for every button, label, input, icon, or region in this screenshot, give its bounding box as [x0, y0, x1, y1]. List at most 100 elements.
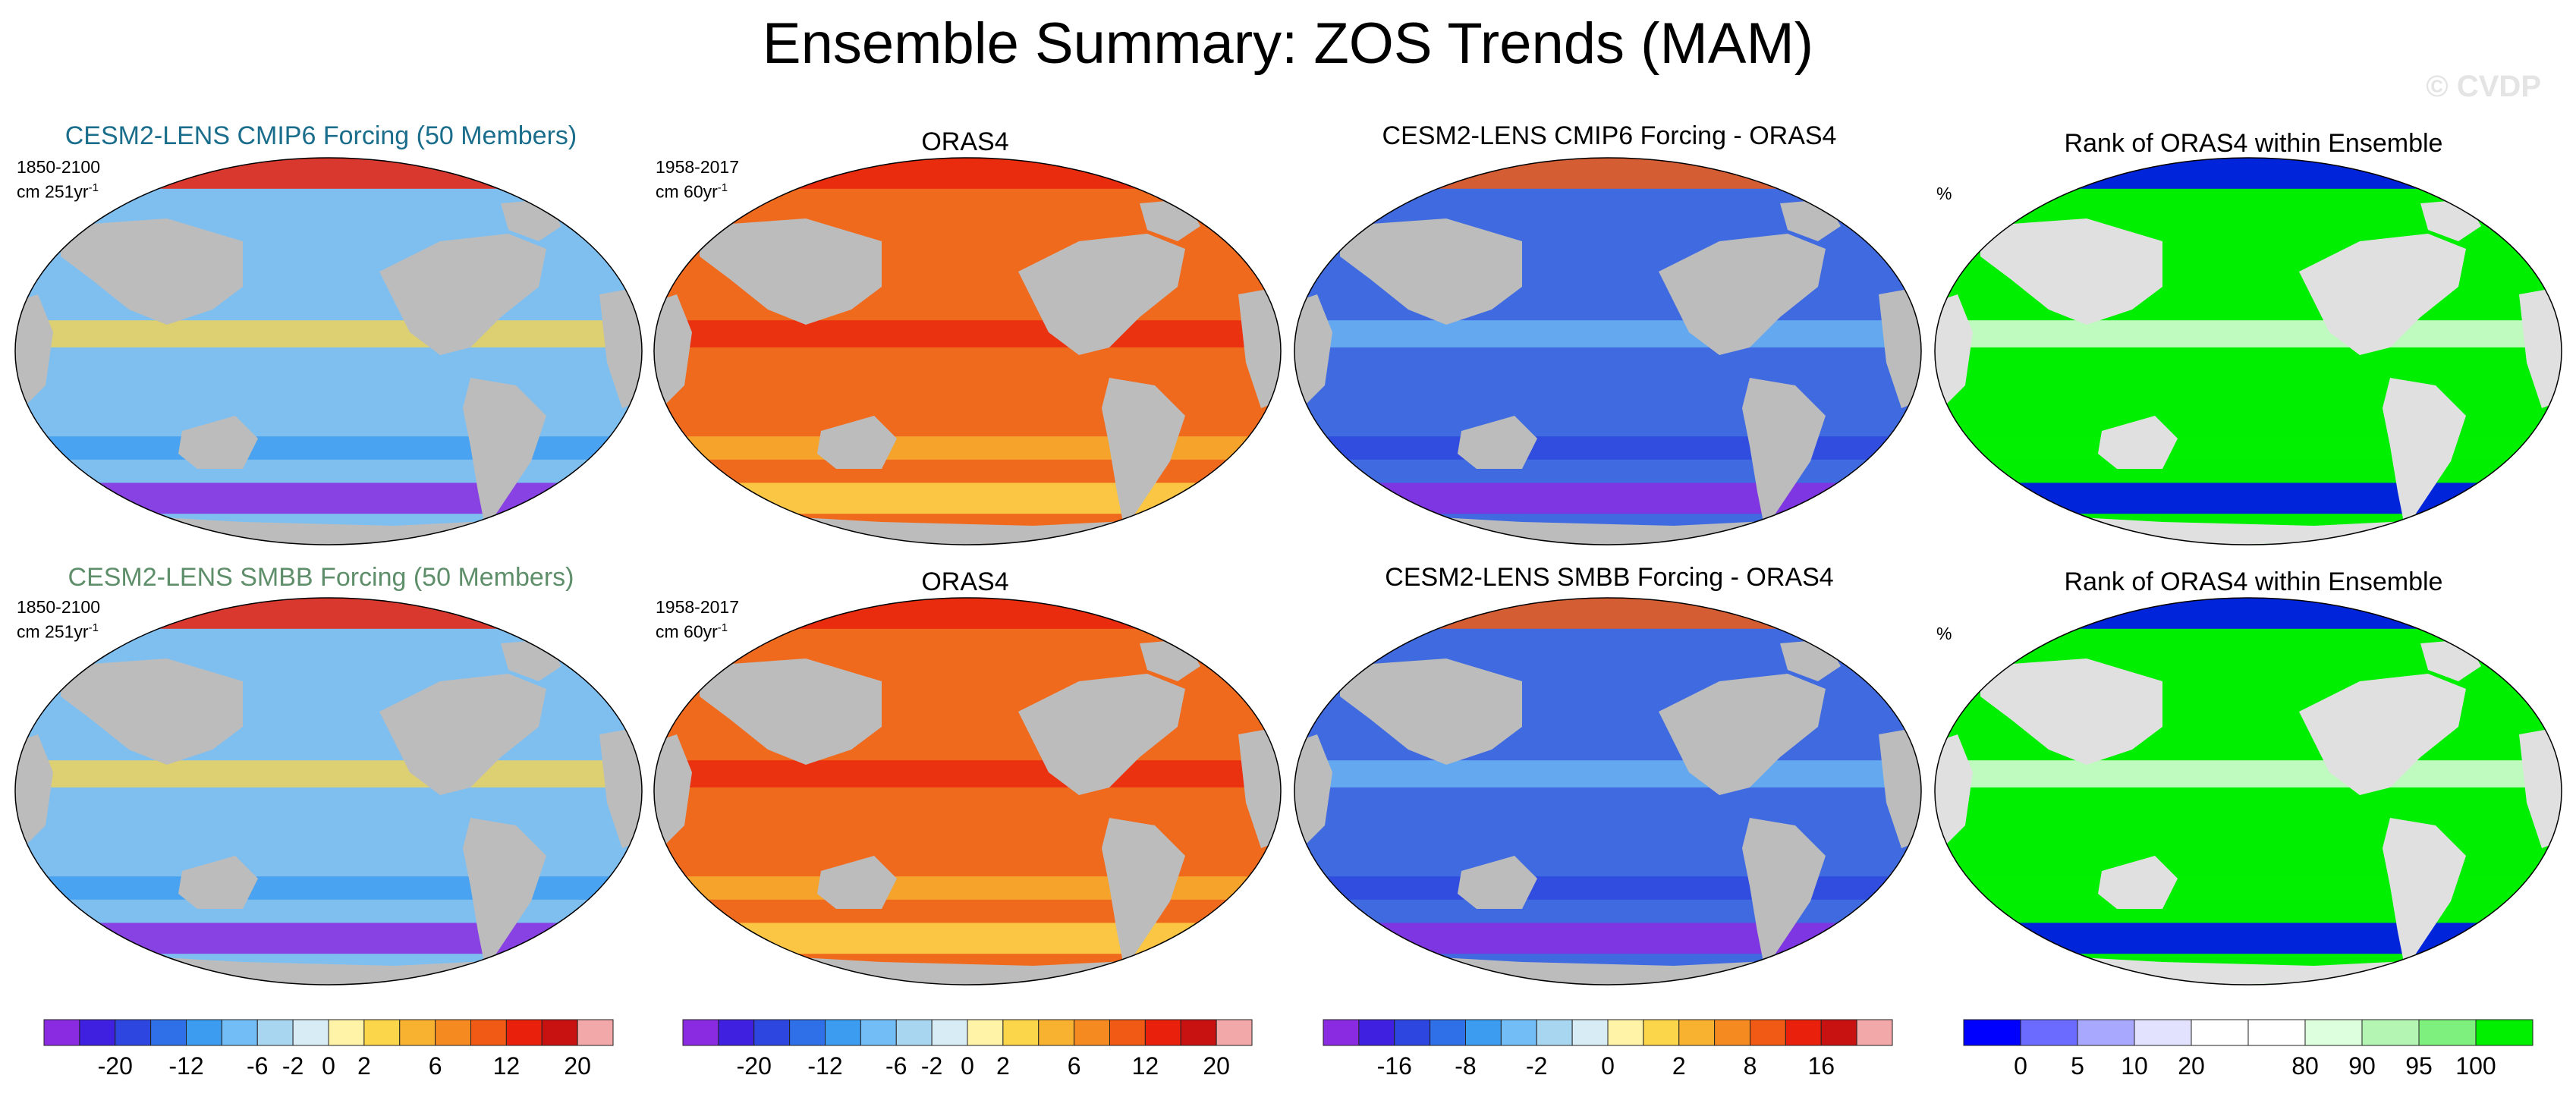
- colorbar-box: [1074, 1019, 1110, 1046]
- landmass-3: [1980, 659, 2162, 765]
- landmass-4: [1879, 727, 1921, 848]
- colorbar-box: [1216, 1019, 1253, 1046]
- arctic-band: [1935, 158, 2562, 189]
- landmass-3: [1340, 218, 1522, 325]
- landmass-3: [700, 659, 882, 765]
- equatorial-band: [1935, 760, 2562, 787]
- colorbar-box: [1785, 1019, 1822, 1046]
- landmass-2: [2098, 856, 2178, 909]
- colorbar-tick-label: 20: [564, 1052, 591, 1080]
- panel-title-smbb-ensemble: CESM2-LENS SMBB Forcing (50 Members): [68, 563, 574, 592]
- landmass-4: [1238, 287, 1281, 408]
- landmass-1: [1102, 818, 1185, 970]
- colorbar-orass4: -20 -12 -6 -2 0 2 6 12 20: [682, 1019, 1253, 1080]
- arctic-band: [1935, 598, 2562, 629]
- panel-title-cmip6-ensemble: CESM2-LENS CMIP6 Forcing (50 Members): [64, 121, 577, 150]
- colorbar-box: [435, 1019, 471, 1046]
- colorbar-box: [1500, 1019, 1537, 1046]
- colorbar-box: [1714, 1019, 1750, 1046]
- colorbar-box: [789, 1019, 826, 1046]
- antarctic-band: [15, 483, 642, 514]
- map-panel-r1-c4: [1934, 157, 2562, 545]
- landmass-2: [817, 416, 897, 469]
- southern-ocean-band: [15, 436, 642, 460]
- landmass-0: [1018, 234, 1185, 355]
- figure-title: Ensemble Summary: ZOS Trends (MAM): [762, 11, 1814, 76]
- landmass-4: [2519, 727, 2562, 848]
- colorbar-box: [2134, 1019, 2192, 1046]
- colorbar-box: [1180, 1019, 1217, 1046]
- antarctic-band: [654, 923, 1281, 954]
- colorbar-box: [150, 1019, 187, 1046]
- colorbar-tick-label: 0: [322, 1052, 335, 1080]
- landmass-0: [1659, 674, 1826, 795]
- southern-ocean-band: [1935, 436, 2562, 460]
- southern-ocean-band: [1935, 876, 2562, 900]
- colorbar-tick-label: -20: [98, 1052, 133, 1080]
- colorbar-box: [825, 1019, 861, 1046]
- arctic-band: [654, 598, 1281, 629]
- landmass-1: [2383, 818, 2466, 970]
- map-panel-r2-c1: [14, 597, 643, 986]
- map-outline: [1934, 597, 2562, 986]
- rank-unit-label-row2: %: [1936, 624, 1952, 643]
- colorbar-box: [1323, 1019, 1360, 1046]
- equatorial-band: [654, 320, 1281, 347]
- period-label-smbb: 1850-2100 cm 251yr-1: [17, 597, 100, 642]
- equatorial-band: [1294, 760, 1921, 787]
- map-outline: [14, 597, 643, 986]
- colorbar-tick-label: 100: [2455, 1052, 2496, 1080]
- antarctic-band: [1935, 923, 2562, 954]
- colorbar-box: [1571, 1019, 1609, 1046]
- map-content: [1935, 158, 2562, 545]
- landmass-4: [1238, 727, 1281, 848]
- colorbar-box: [860, 1019, 897, 1046]
- map-outline: [1294, 597, 1922, 986]
- antarctic-band: [654, 483, 1281, 514]
- colorbar-box: [931, 1019, 968, 1046]
- map-outline: [653, 597, 1282, 986]
- colorbar-box: [505, 1019, 543, 1046]
- map-outline: [653, 157, 1282, 545]
- antarctic-band: [1935, 483, 2562, 514]
- map-outline: [1934, 157, 2562, 545]
- landmass-5: [15, 734, 53, 848]
- panel-title-orass4-row2: ORAS4: [921, 567, 1009, 596]
- landmass-1: [463, 378, 546, 530]
- equatorial-band: [1294, 320, 1921, 347]
- colorbar-tick-label: -6: [885, 1052, 907, 1080]
- colorbar-box: [2077, 1019, 2135, 1046]
- map-outline: [1294, 157, 1922, 545]
- landmass-1: [1102, 378, 1185, 530]
- colorbar-box: [256, 1019, 294, 1046]
- colorbar-tick-label: 0: [2014, 1052, 2027, 1080]
- colorbar-tick-label: 2: [357, 1052, 371, 1080]
- landmass-3: [1340, 659, 1522, 765]
- colorbar-box: [1394, 1019, 1431, 1046]
- arctic-band: [15, 598, 642, 629]
- landmass-3: [61, 218, 243, 325]
- colorbar-difference: -16 -8 -2 0 2 8 16: [1323, 1019, 1893, 1080]
- colorbar-box: [1856, 1019, 1893, 1046]
- colorbar-box: [1963, 1019, 2021, 1046]
- landmass-0: [379, 674, 546, 795]
- period-label-orass4-row2: 1958-2017 cm 60yr-1: [656, 597, 739, 642]
- colorbar-box: [221, 1019, 258, 1046]
- colorbar-box: [967, 1019, 1004, 1046]
- map-content: [1294, 158, 1921, 545]
- colorbar-box: [1358, 1019, 1395, 1046]
- colorbar-box: [1430, 1019, 1466, 1046]
- landmass-0: [1018, 674, 1185, 795]
- panel-title-cmip6-difference: CESM2-LENS CMIP6 Forcing - ORAS4: [1382, 121, 1837, 150]
- colorbar-box: [1643, 1019, 1680, 1046]
- landmass-4: [2519, 287, 2562, 408]
- equatorial-band: [15, 760, 642, 787]
- landmass-3: [1980, 218, 2162, 325]
- colorbar-tick-label: 20: [1203, 1052, 1230, 1080]
- colorbar-box: [470, 1019, 507, 1046]
- colorbar-box: [1144, 1019, 1181, 1046]
- colorbar-box: [2304, 1019, 2363, 1046]
- landmass-5: [1294, 294, 1332, 408]
